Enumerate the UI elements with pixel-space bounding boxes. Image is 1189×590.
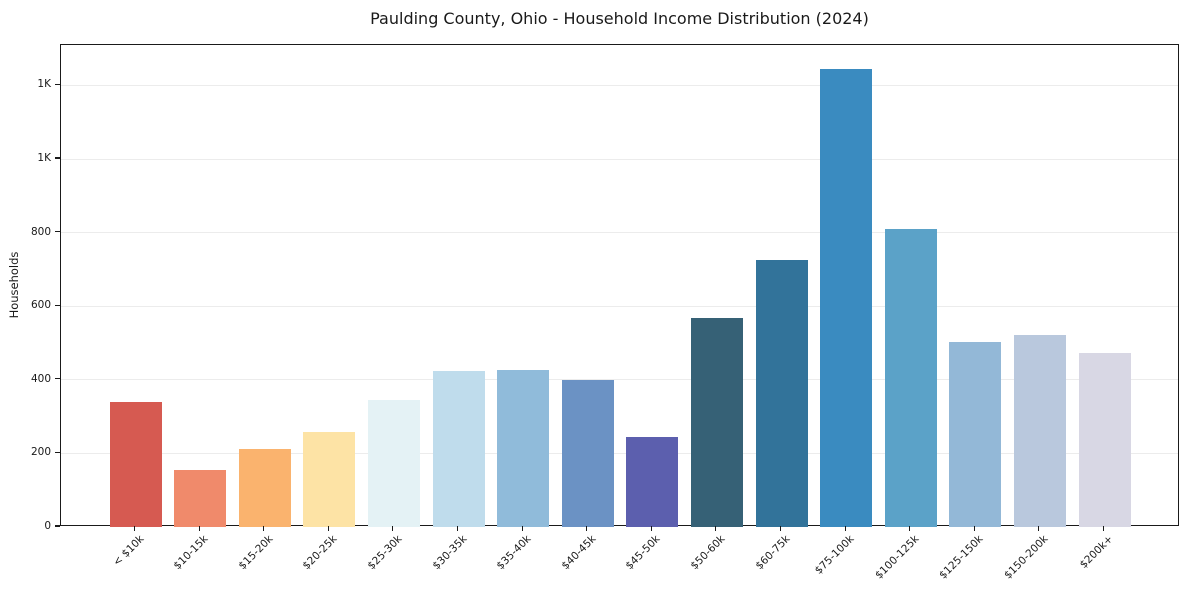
x-tick-mark <box>586 526 588 531</box>
plot-area <box>60 44 1179 527</box>
x-tick-mark <box>909 526 911 531</box>
bar-0 <box>109 401 162 527</box>
gridline <box>61 379 1178 381</box>
bar-12 <box>884 228 937 527</box>
x-tick-mark <box>779 526 782 531</box>
gridline <box>61 305 1178 307</box>
y-tick-label: 600 <box>30 299 51 312</box>
gridline <box>61 158 1178 160</box>
y-tick-mark <box>55 304 60 306</box>
y-tick-label: 200 <box>30 446 51 459</box>
y-tick-label: 800 <box>30 225 51 238</box>
bar-11 <box>820 68 873 527</box>
x-tick-mark <box>392 526 394 531</box>
y-tick-mark <box>55 83 60 86</box>
bar-5 <box>432 370 485 527</box>
x-tick-mark <box>263 526 265 531</box>
gridline <box>61 232 1178 234</box>
bar-9 <box>690 318 743 527</box>
x-tick-mark <box>1038 526 1040 531</box>
x-tick-mark <box>133 526 136 531</box>
bar-10 <box>755 260 808 527</box>
y-tick-label: 1K <box>37 78 51 91</box>
y-tick-mark <box>55 231 60 233</box>
y-tick-mark <box>55 378 60 380</box>
x-tick-mark <box>650 526 652 531</box>
x-tick-mark <box>973 526 975 531</box>
y-tick-label: 0 <box>44 520 51 532</box>
y-tick-mark <box>55 157 60 159</box>
gridline <box>61 452 1178 454</box>
x-tick-label: < $10k <box>110 533 146 569</box>
bar-7 <box>561 379 614 527</box>
bar-2 <box>238 448 291 527</box>
y-tick-mark <box>55 525 60 527</box>
x-tick-mark <box>521 526 523 531</box>
y-tick-label: 400 <box>30 372 51 385</box>
bar-8 <box>626 436 679 527</box>
x-tick-mark <box>844 526 846 531</box>
y-tick-mark <box>55 451 60 453</box>
bar-4 <box>367 400 420 527</box>
bar-15 <box>1078 352 1131 527</box>
y-tick-label: 1K <box>37 152 51 165</box>
x-tick-mark <box>1102 526 1105 531</box>
x-tick-mark <box>456 526 459 531</box>
bar-6 <box>497 369 550 527</box>
chart-title: Paulding County, Ohio - Household Income… <box>370 9 869 28</box>
bar-13 <box>949 341 1002 527</box>
bar-3 <box>303 432 356 527</box>
x-tick-mark <box>327 526 329 531</box>
x-tick-mark <box>715 526 717 531</box>
bar-1 <box>174 469 227 527</box>
gridline <box>61 84 1178 86</box>
bar-14 <box>1013 334 1066 527</box>
x-tick-mark <box>198 526 200 531</box>
